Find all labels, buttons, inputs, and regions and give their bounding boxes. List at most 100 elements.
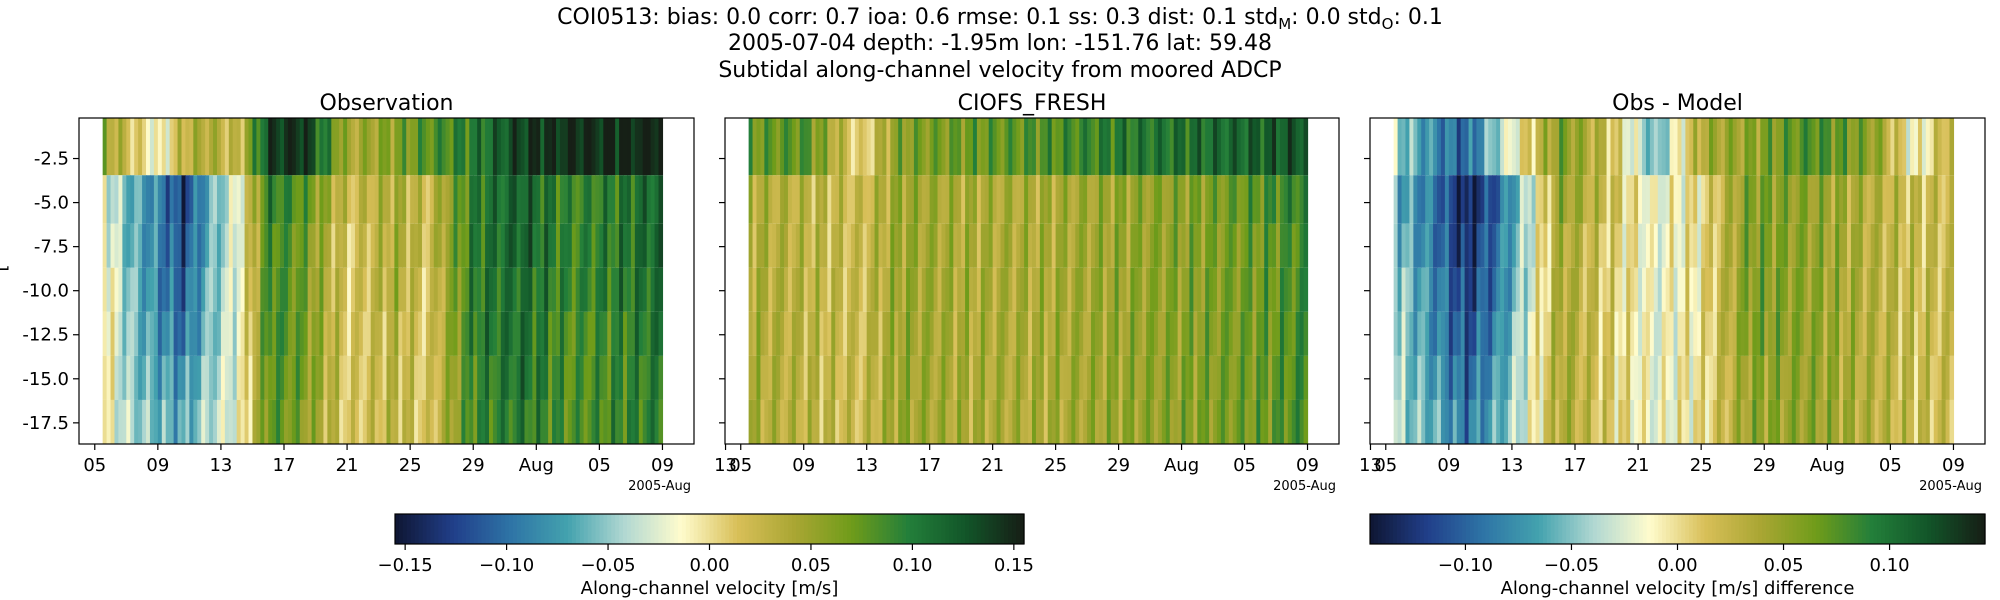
heatmap-cell [831, 355, 836, 400]
heatmap-cell [536, 223, 541, 268]
heatmap-cell [1925, 223, 1931, 268]
heatmap-cell [552, 223, 557, 268]
heatmap-cell [437, 267, 443, 312]
heatmap-cell [185, 223, 190, 268]
heatmap-cell [772, 399, 777, 444]
heatmap-cell [1910, 355, 1915, 400]
heatmap-cell [870, 175, 876, 224]
heatmap-cell [1279, 267, 1285, 312]
colorbar-segment [1400, 514, 1406, 544]
heatmap-cell [1008, 223, 1013, 268]
heatmap-cell [1728, 355, 1734, 400]
colorbar-segment [512, 514, 518, 544]
heatmap-cell [1429, 399, 1434, 444]
heatmap-cell [307, 223, 313, 268]
heatmap-cell [1902, 223, 1907, 268]
heatmap-cell [1894, 267, 1899, 312]
heatmap-cell [421, 399, 427, 444]
heatmap-cell [224, 311, 230, 356]
heatmap-cell [799, 311, 805, 356]
heatmap-cell [1567, 311, 1572, 356]
heatmap-cell [1515, 399, 1521, 444]
heatmap-cell [1653, 223, 1659, 268]
heatmap-cell [1295, 399, 1301, 444]
heatmap-cell [374, 118, 380, 176]
heatmap-cell [1697, 223, 1702, 268]
heatmap-cell [1819, 399, 1824, 444]
heatmap-cell [571, 355, 577, 400]
heatmap-cell [1854, 267, 1860, 312]
heatmap-cell [1134, 223, 1139, 268]
heatmap-cell [831, 267, 836, 312]
heatmap-cell [358, 223, 364, 268]
heatmap-cell [1661, 118, 1667, 176]
heatmap-cell [1914, 267, 1919, 312]
colorbar-segment [457, 514, 463, 544]
heatmap-cell [1575, 118, 1580, 176]
heatmap-cell [913, 175, 919, 224]
heatmap-cell [449, 175, 455, 224]
heatmap-cell [1157, 311, 1163, 356]
heatmap-cell [1106, 267, 1112, 312]
heatmap-cell [1917, 118, 1923, 176]
heatmap-cell [1799, 175, 1805, 224]
heatmap-cell [429, 311, 435, 356]
heatmap-cell [1236, 267, 1242, 312]
heatmap-cell [1256, 399, 1261, 444]
colorbar-segment [906, 514, 911, 544]
heatmap-cell [252, 118, 257, 176]
heatmap-cell [937, 399, 943, 444]
heatmap-cell [768, 311, 773, 356]
heatmap-cell [969, 223, 974, 268]
heatmap-cell [118, 399, 123, 444]
heatmap-cell [583, 399, 589, 444]
heatmap-cell [615, 223, 620, 268]
heatmap-cell [1181, 311, 1187, 356]
heatmap-cell [256, 118, 261, 176]
heatmap-cell [1193, 118, 1198, 176]
heatmap-cell [1075, 311, 1080, 356]
colorbar-segment [1762, 514, 1767, 544]
heatmap-cell [1232, 118, 1238, 176]
heatmap-cell [335, 399, 340, 444]
heatmap-cell [453, 355, 459, 400]
heatmap-cell [1949, 355, 1955, 400]
heatmap-cell [1504, 267, 1509, 312]
heatmap-cell [1220, 355, 1226, 400]
heatmap-cell [1835, 311, 1840, 356]
heatmap-cell [544, 311, 549, 356]
colorbar-segment [540, 514, 545, 544]
heatmap-cell [1925, 311, 1931, 356]
heatmap-cell [1752, 311, 1757, 356]
colorbar-segment [1689, 514, 1694, 544]
heatmap-cell [815, 399, 821, 444]
heatmap-cell [1055, 223, 1061, 268]
heatmap-cell [559, 267, 565, 312]
heatmap-cell [1693, 311, 1698, 356]
heatmap-cell [768, 175, 773, 224]
heatmap-cell [323, 311, 328, 356]
heatmap-cell [492, 118, 498, 176]
heatmap-cell [583, 223, 589, 268]
heatmap-cell [544, 267, 549, 312]
colorbar-segment [481, 514, 487, 544]
heatmap-cell [1515, 175, 1521, 224]
heatmap-cell [1087, 267, 1092, 312]
heatmap-cell [414, 175, 419, 224]
heatmap-cell [1681, 118, 1686, 176]
heatmap-cell [1401, 267, 1407, 312]
heatmap-cell [1531, 118, 1537, 176]
heatmap-cell [445, 311, 451, 356]
heatmap-cell [1256, 118, 1261, 176]
heatmap-cell [1831, 311, 1836, 356]
heatmap-cell [843, 311, 848, 356]
heatmap-cell [776, 399, 781, 444]
heatmap-cell [1102, 355, 1108, 400]
heatmap-cell [157, 175, 163, 224]
colorbar-segment [1662, 514, 1667, 544]
heatmap-cell [1004, 267, 1009, 312]
heatmap-cell [1878, 399, 1884, 444]
heatmap-cell [457, 399, 462, 444]
heatmap-cell [984, 175, 990, 224]
heatmap-cell [563, 399, 569, 444]
